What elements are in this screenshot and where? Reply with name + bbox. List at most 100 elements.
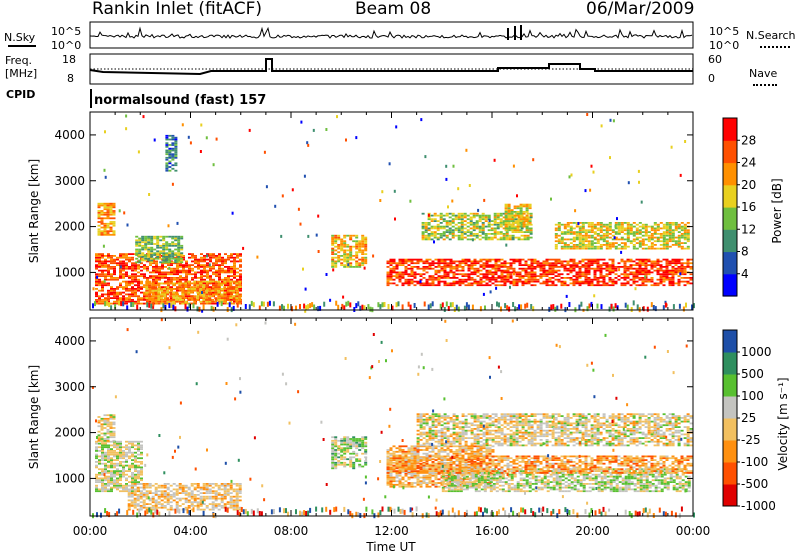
power-cell: [656, 236, 660, 239]
power-cell: [499, 220, 503, 222]
power-cell: [683, 242, 687, 244]
power-cell: [436, 229, 440, 232]
velocity-cell: [103, 414, 107, 417]
power-cell: [440, 267, 444, 270]
velocity-cell: [196, 490, 200, 493]
power-cell: [110, 288, 113, 290]
power-cell: [200, 253, 203, 255]
power-cell: [159, 246, 163, 249]
power-cell: [221, 267, 224, 270]
power-cell: [331, 249, 335, 252]
power-cell: [482, 267, 486, 270]
power-cell: [665, 225, 669, 228]
power-near-range-cell: [391, 305, 394, 311]
power-cell: [485, 284, 489, 287]
power-cell: [215, 275, 218, 277]
velocity-cell: [202, 486, 206, 489]
power-cell: [497, 260, 501, 263]
power-cell: [452, 280, 456, 283]
power-cell: [221, 269, 224, 272]
power-near-range-cell: [122, 301, 125, 307]
power-cell: [156, 241, 160, 244]
power-cell: [181, 302, 185, 305]
power-cell: [464, 280, 468, 283]
velocity-cell: [202, 497, 206, 500]
power-cell: [686, 264, 690, 266]
power-cell: [416, 260, 420, 263]
power-cell: [557, 223, 561, 226]
power-cell: [542, 275, 546, 277]
power-cell: [137, 297, 140, 299]
power-cell: [569, 269, 573, 272]
power-scatter-cell: [590, 164, 593, 168]
power-cell: [530, 258, 534, 261]
power-cell: [650, 284, 654, 287]
power-cell: [481, 218, 485, 221]
power-cell: [466, 222, 470, 224]
power-cell: [674, 236, 678, 239]
power-cell: [188, 266, 191, 268]
power-cell: [662, 247, 666, 250]
power-cell: [683, 284, 687, 287]
power-cell: [560, 277, 564, 279]
power-cell: [581, 247, 585, 250]
power-scatter-cell: [445, 177, 448, 181]
power-cell: [530, 284, 534, 287]
power-cell: [361, 245, 365, 248]
power-cell: [122, 297, 125, 299]
power-cell: [217, 288, 221, 290]
power-cell: [206, 264, 209, 266]
power-cell: [464, 258, 468, 261]
power-cell: [448, 227, 452, 230]
velocity-cell: [139, 506, 143, 509]
power-cell: [475, 233, 479, 235]
velocity-cell: [128, 468, 131, 471]
velocity-cell: [211, 486, 215, 489]
power-cell: [590, 236, 594, 239]
velocity-cell: [137, 446, 140, 449]
power-cell: [620, 260, 624, 263]
power-cell: [113, 271, 116, 274]
nsearch-tick-bottom: 10^0: [709, 39, 740, 52]
velocity-cell: [349, 463, 353, 466]
power-cell: [206, 288, 209, 290]
velocity-cell: [235, 508, 239, 511]
power-cell: [168, 138, 172, 141]
power-cell: [569, 227, 573, 230]
power-cell: [364, 247, 368, 250]
power-cell: [152, 262, 155, 265]
power-cell: [545, 264, 549, 266]
power-cell: [569, 242, 573, 244]
velocity-cell: [184, 499, 188, 502]
power-cell: [526, 236, 530, 239]
power-cell: [500, 273, 504, 276]
power-cell: [490, 233, 494, 235]
power-cell: [451, 222, 455, 224]
power-cell: [638, 269, 642, 272]
velocity-cell: [343, 461, 347, 464]
power-cell: [233, 300, 236, 303]
velocity-cell: [140, 440, 143, 443]
power-cell: [178, 286, 182, 288]
power-cell: [182, 269, 185, 272]
power-cell: [97, 206, 101, 209]
power-cell: [473, 273, 477, 276]
velocity-cell: [100, 417, 104, 420]
power-cell: [343, 251, 347, 254]
power-cell: [596, 267, 600, 270]
power-cell: [433, 234, 437, 237]
power-cell: [184, 300, 188, 303]
power-cell: [554, 223, 558, 226]
power-cell: [466, 238, 470, 241]
velocity-cell: [119, 444, 122, 447]
power-cell: [608, 242, 612, 244]
power-cell: [355, 260, 359, 263]
power-cell: [200, 273, 203, 276]
power-cell: [100, 232, 104, 234]
power-cell: [446, 273, 450, 276]
velocity-cell: [104, 444, 107, 447]
power-cell: [542, 266, 546, 268]
power-cell: [159, 252, 163, 255]
velocity-cell: [97, 421, 101, 424]
power-cell: [422, 282, 426, 285]
